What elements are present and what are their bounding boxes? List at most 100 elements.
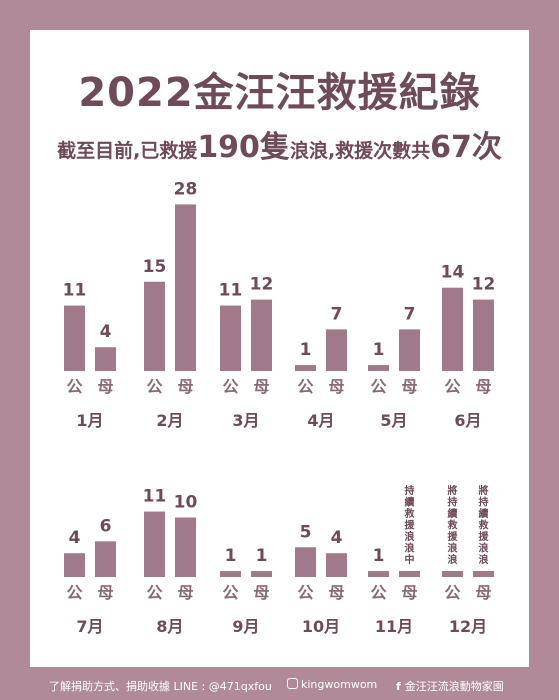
bar-1月-母 <box>95 347 116 371</box>
pending-label-char: 續 <box>405 496 415 509</box>
pending-label-char: 持 <box>405 484 415 497</box>
pending-label-char: 續 <box>479 507 489 520</box>
data-label: 4 <box>331 528 343 548</box>
instagram-link[interactable]: kingwomwom <box>287 678 377 691</box>
data-label: 7 <box>331 304 343 324</box>
bar-12月-母 <box>473 571 494 577</box>
series-label: 母 <box>475 583 491 602</box>
data-label: 1 <box>300 340 312 360</box>
data-label: 1 <box>373 546 385 566</box>
footer: 了解捐助方式、捐助收據 LINE : @471qxfou kingwomwom … <box>0 676 559 696</box>
bar-10月-母 <box>326 553 347 577</box>
month-label: 6月 <box>454 411 481 430</box>
series-label: 公 <box>66 377 82 396</box>
month-label: 4月 <box>307 411 334 430</box>
facebook-link[interactable]: f 金汪汪流浪動物家園 <box>396 678 504 694</box>
data-label: 12 <box>250 275 274 295</box>
data-label: 28 <box>174 179 198 199</box>
data-label: 14 <box>441 263 465 283</box>
pending-label-char: 浪 <box>479 553 489 566</box>
series-label: 公 <box>66 583 82 602</box>
data-label: 6 <box>100 516 112 536</box>
bar-6月-母 <box>473 299 494 371</box>
month-label: 3月 <box>232 411 259 430</box>
bar-8月-公 <box>144 511 165 577</box>
bar-12月-公 <box>442 571 463 577</box>
series-label: 公 <box>370 583 386 602</box>
bar-11月-公 <box>368 571 389 577</box>
bar-3月-公 <box>220 305 241 371</box>
series-label: 公 <box>370 377 386 396</box>
series-label: 母 <box>401 377 417 396</box>
pending-label-char: 浪 <box>405 542 415 555</box>
series-label: 母 <box>97 583 113 602</box>
pending-label-char: 援 <box>479 530 490 543</box>
series-label: 公 <box>297 583 313 602</box>
pending-label-char: 援 <box>405 519 416 532</box>
series-label: 公 <box>146 583 162 602</box>
series-label: 母 <box>328 377 344 396</box>
bar-2月-公 <box>144 281 165 371</box>
data-label: 4 <box>69 528 81 548</box>
series-label: 母 <box>328 583 344 602</box>
rescue-times-unit: 次 <box>471 130 502 165</box>
series-label: 母 <box>177 377 193 396</box>
pending-label-char: 浪 <box>479 542 489 555</box>
bar-9月-公 <box>220 571 241 577</box>
series-label: 公 <box>297 377 313 396</box>
month-label: 7月 <box>76 617 103 636</box>
bar-8月-母 <box>175 517 196 577</box>
donate-info: 了解捐助方式、捐助收據 LINE : @471qxfou <box>49 680 272 693</box>
bar-9月-母 <box>251 571 272 577</box>
pending-label-char: 浪 <box>448 542 458 555</box>
series-label: 母 <box>253 377 269 396</box>
month-label: 9月 <box>232 617 259 636</box>
bar-5月-公 <box>368 365 389 371</box>
month-label: 5月 <box>380 411 407 430</box>
pending-label-char: 中 <box>405 553 415 566</box>
bar-10月-公 <box>295 547 316 577</box>
data-label: 1 <box>373 340 385 360</box>
facebook-icon: f <box>396 680 401 693</box>
series-label: 母 <box>253 583 269 602</box>
pending-label-char: 救 <box>405 507 415 520</box>
bar-11月-母 <box>399 571 420 577</box>
facebook-page-name: 金汪汪流浪動物家園 <box>404 680 504 693</box>
data-label: 5 <box>300 522 312 542</box>
pending-label-char: 救 <box>479 519 489 532</box>
page-title: 2022金汪汪救援紀錄 <box>78 70 481 116</box>
pending-label-char: 續 <box>448 507 458 520</box>
bar-3月-母 <box>251 299 272 371</box>
data-label: 15 <box>143 257 167 277</box>
bar-7月-母 <box>95 541 116 577</box>
pending-label-char: 持 <box>448 496 458 509</box>
pending-label-char: 援 <box>448 530 459 543</box>
month-label: 11月 <box>375 617 413 636</box>
data-label: 11 <box>143 487 167 507</box>
data-label: 11 <box>219 281 243 301</box>
pending-label-char: 將 <box>479 484 489 497</box>
pending-label-char: 浪 <box>448 553 458 566</box>
series-label: 母 <box>401 583 417 602</box>
instagram-icon <box>287 678 298 689</box>
month-label: 8月 <box>156 617 183 636</box>
month-label: 10月 <box>302 617 340 636</box>
data-label: 1 <box>256 546 268 566</box>
series-label: 公 <box>222 583 238 602</box>
series-label: 公 <box>146 377 162 396</box>
pending-label-char: 救 <box>448 519 458 532</box>
bar-6月-公 <box>442 287 463 371</box>
month-label: 2月 <box>156 411 183 430</box>
data-label: 7 <box>404 304 416 324</box>
bar-7月-公 <box>64 553 85 577</box>
subtitle-prefix: 截至目前,已救援 <box>57 140 198 162</box>
bar-4月-母 <box>326 329 347 371</box>
instagram-handle: kingwomwom <box>301 678 378 691</box>
subtitle-middle: 浪浪,救援次數共 <box>289 140 431 162</box>
month-label: 1月 <box>76 411 103 430</box>
bar-2月-母 <box>175 204 196 371</box>
series-label: 公 <box>444 377 460 396</box>
data-label: 1 <box>225 546 237 566</box>
data-label: 4 <box>100 322 112 342</box>
